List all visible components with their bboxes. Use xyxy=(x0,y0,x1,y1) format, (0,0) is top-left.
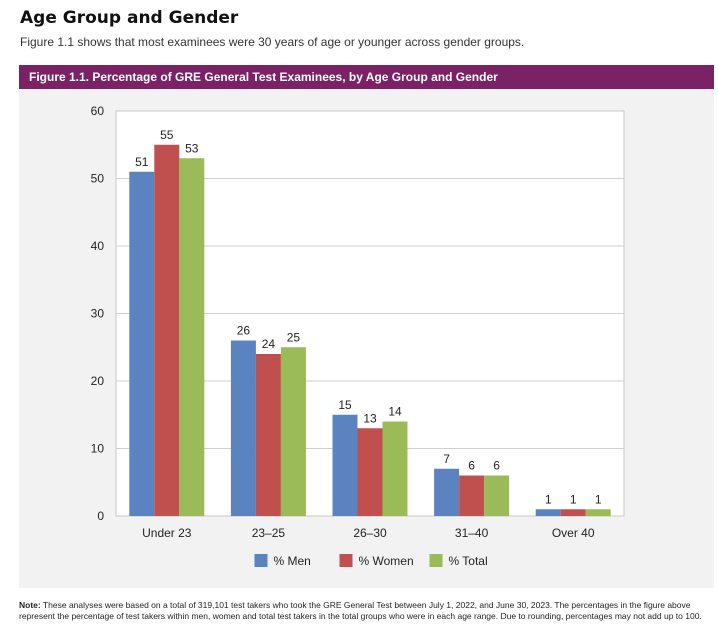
bar xyxy=(560,509,586,516)
note-label: Note: xyxy=(19,600,41,610)
figure-box: Figure 1.1. Percentage of GRE General Te… xyxy=(19,65,714,588)
y-tick-label: 10 xyxy=(91,442,105,456)
y-tick-label: 40 xyxy=(91,239,105,253)
data-label: 26 xyxy=(237,324,251,338)
figure-title: Figure 1.1. Percentage of GRE General Te… xyxy=(19,65,714,89)
bar xyxy=(382,421,408,516)
section-intro: Figure 1.1 shows that most examinees wer… xyxy=(20,35,525,49)
bar xyxy=(129,171,155,516)
bar xyxy=(484,475,510,516)
data-label: 25 xyxy=(287,330,301,344)
y-tick-label: 60 xyxy=(91,104,105,118)
bar xyxy=(459,475,485,516)
bar xyxy=(585,509,611,516)
x-tick-label: 26–30 xyxy=(353,526,387,540)
data-label: 6 xyxy=(493,459,500,473)
legend-label: % Total xyxy=(449,554,488,568)
bar xyxy=(357,428,383,516)
legend-swatch xyxy=(254,554,268,567)
note-text: These analyses were based on a total of … xyxy=(19,600,702,621)
bar xyxy=(255,354,281,516)
data-label: 15 xyxy=(338,398,352,412)
x-tick-label: Over 40 xyxy=(552,526,595,540)
bar-chart: 0 10 20 30 40 50 60 51 55 53 Under 23 26 24 25 23–25 15… xyxy=(91,104,625,568)
data-label: 14 xyxy=(388,405,402,419)
data-label: 51 xyxy=(135,155,149,169)
y-tick-label: 30 xyxy=(91,307,105,321)
legend-label: % Women xyxy=(359,554,414,568)
data-label: 7 xyxy=(443,452,450,466)
data-label: 24 xyxy=(262,337,276,351)
legend-swatch xyxy=(339,554,353,567)
data-label: 1 xyxy=(595,492,602,506)
bar xyxy=(179,158,205,516)
bar xyxy=(434,468,460,516)
y-tick-label: 20 xyxy=(91,374,105,388)
x-tick-label: Under 23 xyxy=(142,526,192,540)
data-label: 53 xyxy=(185,141,199,155)
legend-label: % Men xyxy=(274,554,311,568)
data-label: 55 xyxy=(160,128,174,142)
data-label: 1 xyxy=(545,492,552,506)
data-label: 13 xyxy=(363,411,377,425)
data-label: 1 xyxy=(570,492,577,506)
x-tick-label: 31–40 xyxy=(455,526,489,540)
bar xyxy=(332,414,358,516)
figure-note: Note: These analyses were based on a tot… xyxy=(19,600,709,622)
section-title: Age Group and Gender xyxy=(20,8,239,28)
y-tick-label: 50 xyxy=(91,172,105,186)
legend-swatch xyxy=(429,554,443,567)
bar xyxy=(535,509,561,516)
bar xyxy=(154,144,180,516)
y-tick-label: 0 xyxy=(97,509,104,523)
bar xyxy=(280,347,306,516)
x-tick-label: 23–25 xyxy=(252,526,286,540)
bar xyxy=(230,340,256,516)
data-label: 6 xyxy=(468,459,475,473)
